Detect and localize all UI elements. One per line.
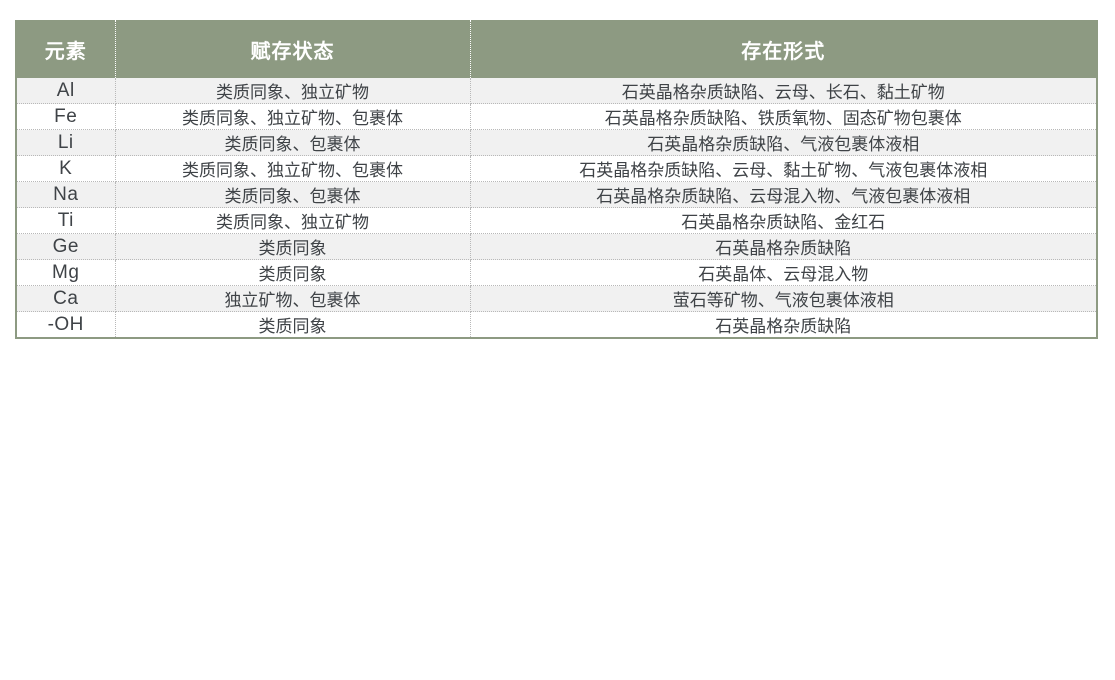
cell-form: 石英晶格杂质缺陷、云母、黏土矿物、气液包裹体液相 [470, 155, 1096, 182]
table-row: Al 类质同象、独立矿物 石英晶格杂质缺陷、云母、长石、黏土矿物 [17, 78, 1096, 104]
cell-element: Na [17, 181, 116, 208]
cell-element: Al [17, 78, 116, 104]
cell-form: 石英晶格杂质缺陷、金红石 [470, 207, 1096, 234]
cell-form: 石英晶格杂质缺陷、气液包裹体液相 [470, 129, 1096, 156]
cell-form: 萤石等矿物、气液包裹体液相 [470, 285, 1096, 312]
cell-state: 类质同象、包裹体 [115, 181, 471, 208]
cell-state: 类质同象 [115, 259, 471, 286]
column-header-form: 存在形式 [741, 40, 826, 63]
cell-form: 石英晶格杂质缺陷、云母混入物、气液包裹体液相 [470, 181, 1096, 208]
cell-form: 石英晶格杂质缺陷 [470, 311, 1096, 337]
table-row: Na 类质同象、包裹体 石英晶格杂质缺陷、云母混入物、气液包裹体液相 [17, 181, 1096, 208]
header-row: 元素 赋存状态 存在形式 [17, 20, 1096, 78]
cell-form: 石英晶格杂质缺陷、铁质氧物、固态矿物包裹体 [470, 103, 1096, 130]
cell-element: Ge [17, 233, 116, 260]
cell-state: 类质同象 [115, 233, 471, 260]
cell-state: 独立矿物、包裹体 [115, 285, 471, 312]
cell-element: K [17, 155, 116, 182]
table-row: -OH 类质同象 石英晶格杂质缺陷 [17, 311, 1096, 337]
occurrence-table-container: 元素 赋存状态 存在形式 Al 类质同象、独立矿物 石英晶格杂质缺陷、云母、长石、黏… [15, 20, 1098, 339]
table-row: Ti 类质同象、独立矿物 石英晶格杂质缺陷、金红石 [17, 207, 1096, 234]
cell-element: -OH [17, 311, 116, 337]
table-header: 元素 赋存状态 存在形式 [17, 20, 1096, 78]
table-row: Ca 独立矿物、包裹体 萤石等矿物、气液包裹体液相 [17, 285, 1096, 312]
cell-element: Mg [17, 259, 116, 286]
cell-element: Ca [17, 285, 116, 312]
table-row: Fe 类质同象、独立矿物、包裹体 石英晶格杂质缺陷、铁质氧物、固态矿物包裹体 [17, 103, 1096, 130]
cell-state: 类质同象 [115, 311, 471, 337]
table-row: Li 类质同象、包裹体 石英晶格杂质缺陷、气液包裹体液相 [17, 129, 1096, 156]
cell-state: 类质同象、独立矿物、包裹体 [115, 103, 471, 130]
cell-form: 石英晶体、云母混入物 [470, 259, 1096, 286]
table-row: Ge 类质同象 石英晶格杂质缺陷 [17, 233, 1096, 260]
cell-state: 类质同象、独立矿物 [115, 207, 471, 234]
table-row: K 类质同象、独立矿物、包裹体 石英晶格杂质缺陷、云母、黏土矿物、气液包裹体液相 [17, 155, 1096, 182]
cell-element: Ti [17, 207, 116, 234]
cell-form: 石英晶格杂质缺陷、云母、长石、黏土矿物 [470, 78, 1096, 104]
cell-state: 类质同象、包裹体 [115, 129, 471, 156]
cell-element: Fe [17, 103, 116, 130]
cell-form: 石英晶格杂质缺陷 [470, 233, 1096, 260]
cell-state: 类质同象、独立矿物、包裹体 [115, 155, 471, 182]
table-row: Mg 类质同象 石英晶体、云母混入物 [17, 259, 1096, 286]
cell-element: Li [17, 129, 116, 156]
column-header-element: 元素 [17, 20, 116, 78]
table-body: Al 类质同象、独立矿物 石英晶格杂质缺陷、云母、长石、黏土矿物 Fe 类质同象、独立矿… [17, 78, 1096, 337]
cell-state: 类质同象、独立矿物 [115, 78, 471, 104]
element-occurrence-table: 元素 赋存状态 存在形式 Al 类质同象、独立矿物 石英晶格杂质缺陷、云母、长石、黏… [17, 20, 1096, 337]
column-header-state: 赋存状态 [115, 20, 471, 78]
